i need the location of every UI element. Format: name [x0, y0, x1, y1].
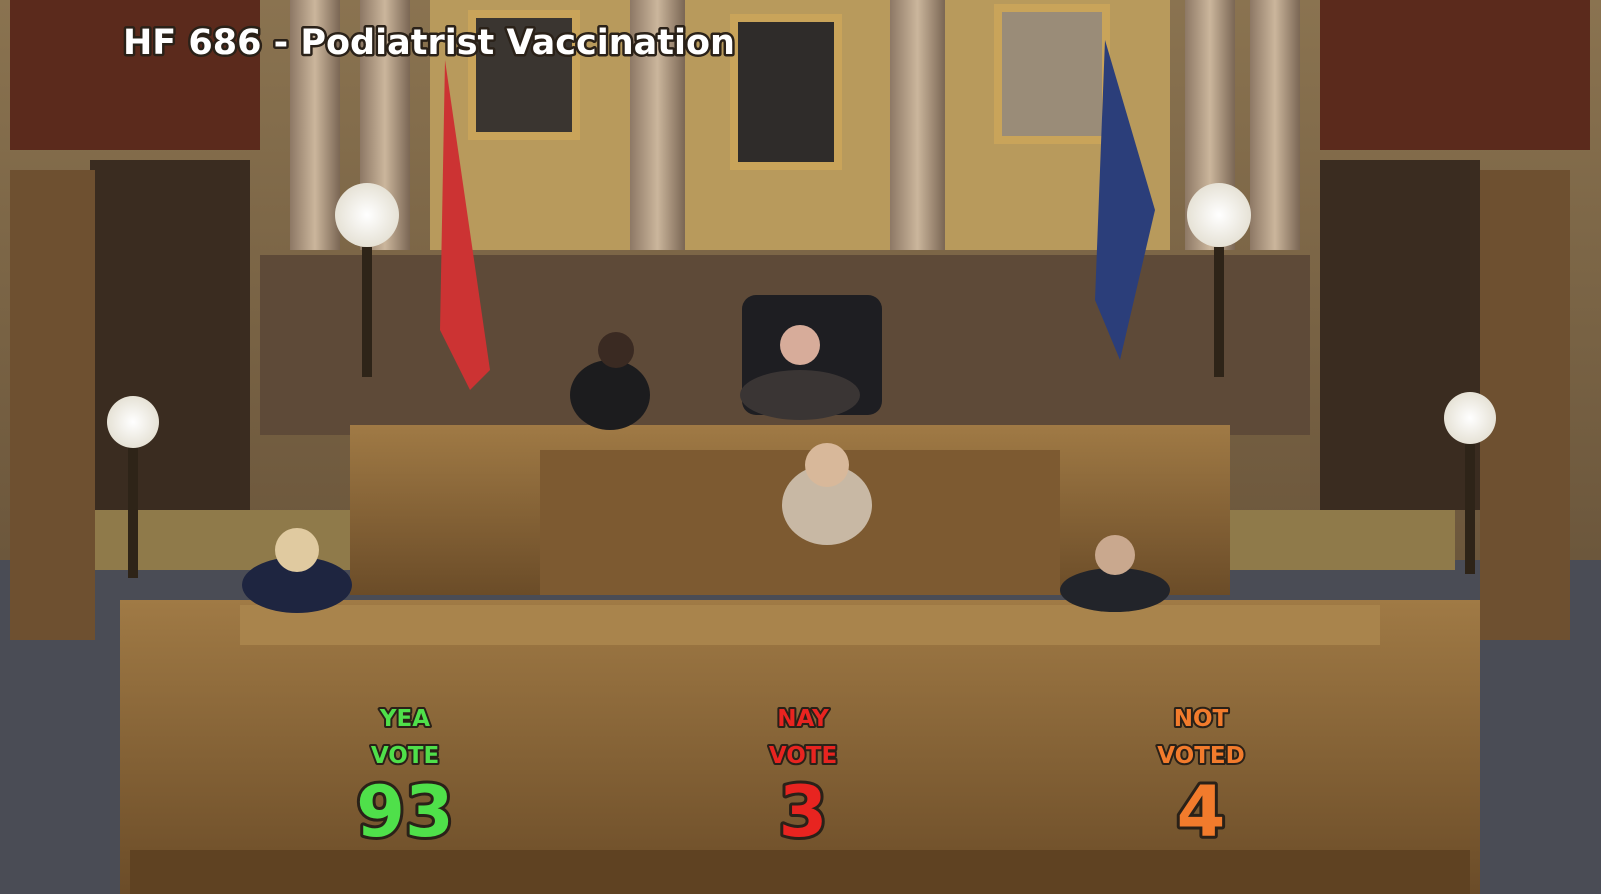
tally-count: 93 — [356, 771, 453, 853]
tally-label: VOTED — [1157, 743, 1244, 769]
tally-label: NOT — [1174, 706, 1229, 732]
tally-label: VOTE — [371, 743, 439, 769]
bill-title: HF 686 - Podiatrist Vaccination — [123, 23, 735, 63]
tally-count: 4 — [1177, 771, 1226, 853]
tally-label: NAY — [777, 706, 829, 732]
tally-label: VOTE — [769, 743, 837, 769]
tally-label: YEA — [379, 706, 430, 732]
tally-count: 3 — [779, 771, 828, 853]
page: HF 686 - Podiatrist Vaccination YEAVOTE9… — [0, 0, 1601, 894]
video-frame: HF 686 - Podiatrist Vaccination YEAVOTE9… — [0, 0, 1601, 894]
